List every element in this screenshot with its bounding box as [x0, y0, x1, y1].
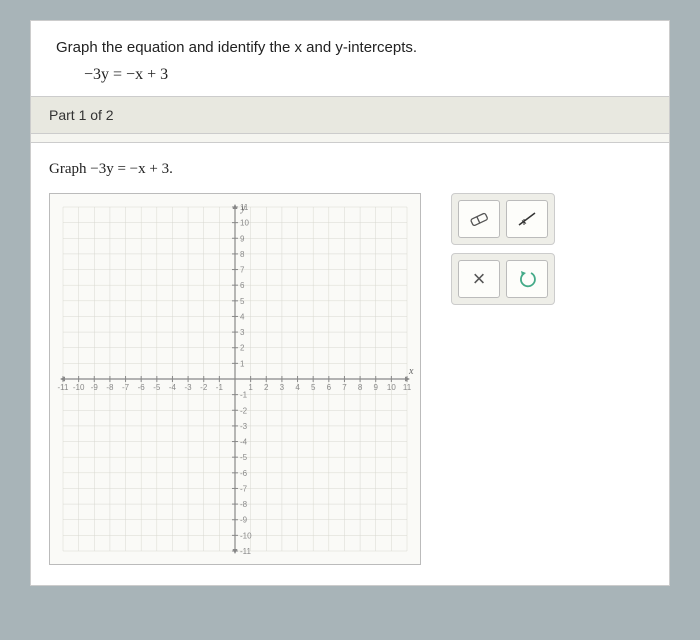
- svg-text:x: x: [408, 366, 414, 377]
- tool-row-2: ×: [451, 253, 555, 305]
- svg-text:-11: -11: [240, 547, 252, 556]
- svg-text:2: 2: [264, 383, 269, 392]
- svg-text:6: 6: [240, 281, 245, 290]
- eraser-tool-button[interactable]: [458, 200, 500, 238]
- svg-text:6: 6: [327, 383, 332, 392]
- close-icon: ×: [473, 266, 486, 292]
- part-instruction: Graph −3y = −x + 3.: [49, 161, 651, 178]
- svg-text:-10: -10: [73, 383, 85, 392]
- reset-icon: [516, 269, 538, 289]
- svg-text:8: 8: [358, 383, 363, 392]
- svg-text:4: 4: [295, 383, 300, 392]
- svg-text:5: 5: [311, 383, 316, 392]
- question-equation: −3y = −x + 3: [56, 66, 644, 84]
- svg-text:-7: -7: [122, 383, 130, 392]
- part-body: Graph −3y = −x + 3. -11-10-9-8-7-6-5-4-3…: [31, 142, 669, 585]
- svg-text:11: 11: [403, 383, 412, 392]
- svg-text:3: 3: [240, 328, 245, 337]
- cartesian-grid[interactable]: -11-10-9-8-7-6-5-4-3-2-11234567891011-11…: [55, 199, 415, 559]
- graph-area: -11-10-9-8-7-6-5-4-3-2-11234567891011-11…: [49, 193, 651, 565]
- svg-text:-6: -6: [240, 469, 248, 478]
- svg-text:-4: -4: [169, 383, 177, 392]
- svg-text:-2: -2: [240, 406, 248, 415]
- graph-toolbar: ×: [451, 193, 555, 305]
- svg-text:8: 8: [240, 250, 245, 259]
- svg-text:-5: -5: [153, 383, 161, 392]
- question-title: Graph the equation and identify the x an…: [56, 39, 644, 56]
- svg-text:9: 9: [374, 383, 379, 392]
- svg-text:y: y: [240, 203, 246, 214]
- graph-container: -11-10-9-8-7-6-5-4-3-2-11234567891011-11…: [49, 193, 421, 565]
- part-header: Part 1 of 2: [31, 96, 669, 134]
- svg-text:-5: -5: [240, 453, 248, 462]
- svg-text:-6: -6: [138, 383, 146, 392]
- svg-text:-8: -8: [240, 500, 248, 509]
- svg-text:-11: -11: [58, 383, 70, 392]
- svg-text:3: 3: [280, 383, 285, 392]
- svg-text:-1: -1: [240, 391, 248, 400]
- svg-text:2: 2: [240, 344, 245, 353]
- tool-row-1: [451, 193, 555, 245]
- question-page: Graph the equation and identify the x an…: [30, 20, 670, 586]
- svg-text:1: 1: [240, 359, 245, 368]
- eraser-icon: [467, 209, 491, 229]
- question-header: Graph the equation and identify the x an…: [31, 21, 669, 96]
- svg-text:7: 7: [342, 383, 347, 392]
- svg-text:-1: -1: [216, 383, 224, 392]
- svg-text:-3: -3: [240, 422, 248, 431]
- reset-button[interactable]: [506, 260, 548, 298]
- svg-text:-3: -3: [185, 383, 193, 392]
- svg-text:-8: -8: [106, 383, 114, 392]
- svg-text:-10: -10: [240, 531, 252, 540]
- line-icon: [515, 209, 539, 229]
- svg-text:-4: -4: [240, 438, 248, 447]
- svg-text:-9: -9: [240, 516, 248, 525]
- svg-text:-2: -2: [200, 383, 208, 392]
- svg-text:10: 10: [240, 219, 249, 228]
- svg-text:5: 5: [240, 297, 245, 306]
- svg-text:7: 7: [240, 266, 245, 275]
- svg-text:1: 1: [248, 383, 253, 392]
- line-tool-button[interactable]: [506, 200, 548, 238]
- svg-text:10: 10: [387, 383, 396, 392]
- delete-button[interactable]: ×: [458, 260, 500, 298]
- svg-text:4: 4: [240, 312, 245, 321]
- svg-text:9: 9: [240, 234, 245, 243]
- svg-text:-9: -9: [91, 383, 99, 392]
- svg-text:-7: -7: [240, 484, 248, 493]
